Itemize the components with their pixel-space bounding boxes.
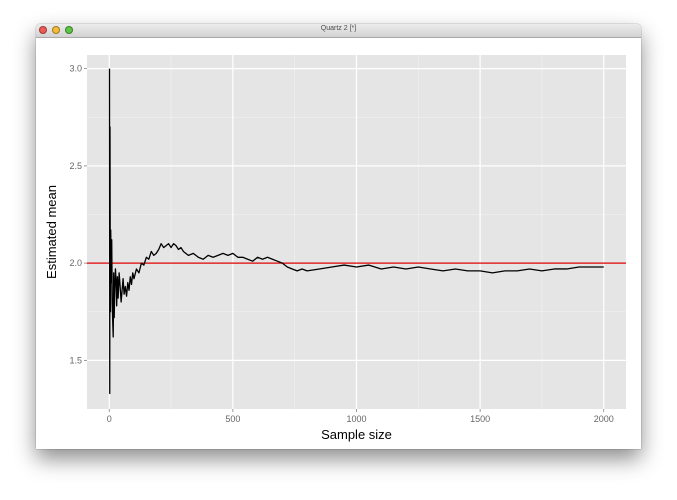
y-tick-label: 2.0 [69, 258, 82, 268]
x-tick-label: 1500 [470, 414, 490, 424]
series-line [108, 68, 604, 395]
title-bar[interactable]: Quartz 2 [*] [36, 24, 641, 38]
x-tick-label: 0 [107, 414, 112, 424]
zoom-icon[interactable] [65, 26, 73, 34]
x-axis: 0 500 1000 1500 2000 [107, 409, 614, 424]
plot-window: Quartz 2 [*] 0 500 1000 1500 2000 1.5 2.0 2.5 3… [36, 24, 641, 449]
series-group [108, 68, 604, 395]
y-tick-label: 3.0 [69, 64, 82, 74]
y-axis-title: Estimated mean [44, 185, 59, 279]
line-chart: 0 500 1000 1500 2000 1.5 2.0 2.5 3.0 Sample siz… [44, 55, 626, 442]
close-icon[interactable] [39, 26, 47, 34]
y-tick-label: 1.5 [69, 355, 82, 365]
x-tick-label: 1000 [346, 414, 366, 424]
x-tick-label: 2000 [594, 414, 614, 424]
minimize-icon[interactable] [52, 26, 60, 34]
window-title: Quartz 2 [*] [320, 25, 357, 32]
y-tick-label: 2.5 [69, 161, 82, 171]
x-axis-title: Sample size [321, 427, 392, 442]
y-axis: 1.5 2.0 2.5 3.0 [69, 64, 87, 365]
x-tick-label: 500 [225, 414, 240, 424]
